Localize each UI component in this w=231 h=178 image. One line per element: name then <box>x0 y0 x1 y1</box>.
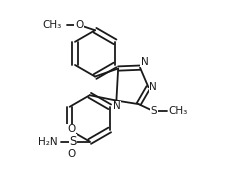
Text: O: O <box>67 124 75 134</box>
Text: H₂N: H₂N <box>38 137 58 146</box>
Text: O: O <box>75 20 83 30</box>
Text: O: O <box>67 149 75 159</box>
Text: S: S <box>69 135 76 148</box>
Text: S: S <box>150 106 157 116</box>
Text: N: N <box>141 57 149 67</box>
Text: CH₃: CH₃ <box>168 106 187 116</box>
Text: N: N <box>149 82 157 92</box>
Text: CH₃: CH₃ <box>43 20 62 30</box>
Text: N: N <box>112 101 120 111</box>
